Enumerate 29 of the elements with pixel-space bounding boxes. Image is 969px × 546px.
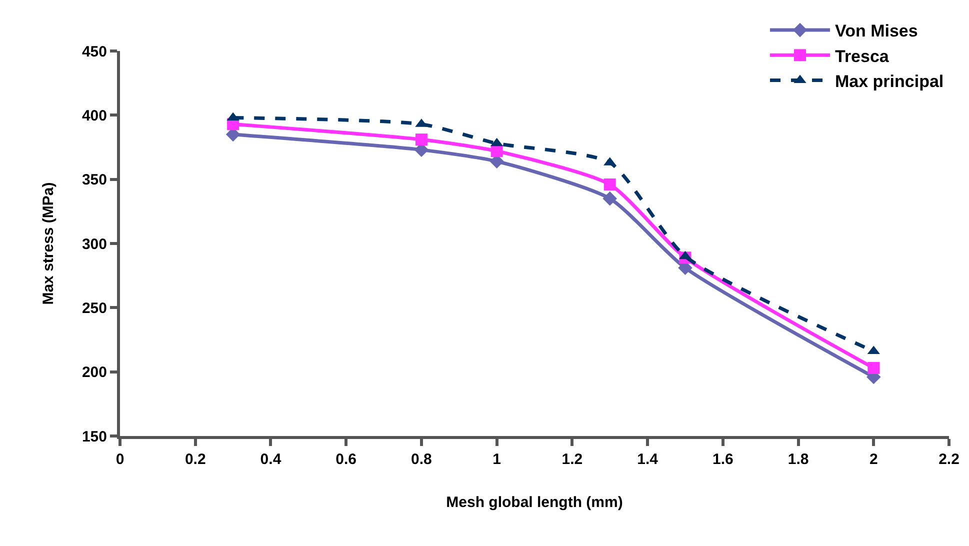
y-axis-title: Max stress (MPa) bbox=[40, 182, 58, 305]
y-tick-label: 200 bbox=[82, 364, 107, 382]
legend-label: Von Mises bbox=[835, 22, 918, 41]
y-tick-label: 250 bbox=[82, 300, 107, 317]
x-tick-label: 2.2 bbox=[938, 451, 960, 468]
x-tick-label: 1.6 bbox=[712, 451, 734, 468]
point bbox=[415, 134, 428, 146]
y-tick-label: 150 bbox=[82, 428, 107, 446]
x-tick-label: 0.2 bbox=[184, 451, 206, 468]
point bbox=[604, 178, 616, 190]
x-tick-label: 0.4 bbox=[260, 451, 282, 468]
point bbox=[602, 191, 618, 206]
x-tick-label: 1.2 bbox=[562, 451, 583, 468]
x-tick-label: 1 bbox=[492, 451, 501, 468]
legend-label: Tresca bbox=[835, 46, 890, 66]
x-tick-label: 0 bbox=[116, 451, 124, 468]
x-tick-label: 0.6 bbox=[336, 451, 357, 468]
y-tick-label: 350 bbox=[82, 172, 107, 189]
legend-label: Max principal bbox=[835, 72, 944, 91]
x-tick-label: 2 bbox=[869, 451, 878, 468]
point bbox=[868, 362, 880, 374]
x-tick-label: 1.4 bbox=[637, 451, 659, 468]
x-tick-label: 0.8 bbox=[411, 451, 432, 468]
y-tick-label: 450 bbox=[82, 43, 107, 60]
x-tick-label: 1.8 bbox=[788, 451, 809, 468]
point bbox=[490, 145, 503, 158]
y-tick-label: 300 bbox=[82, 236, 107, 253]
y-tick-label: 400 bbox=[82, 107, 107, 124]
x-axis-title: Mesh global length (mm) bbox=[446, 494, 623, 511]
